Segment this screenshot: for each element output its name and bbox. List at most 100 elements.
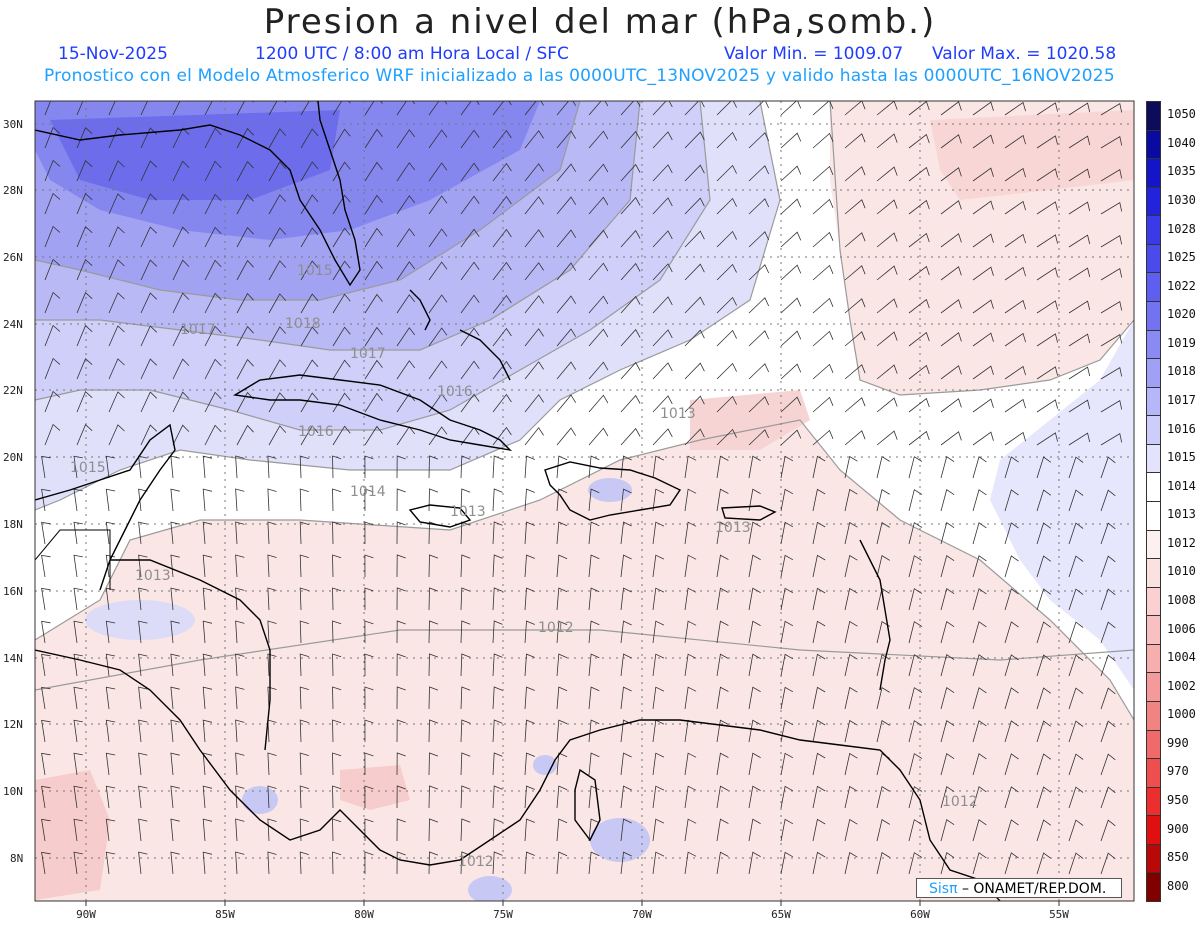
wind-barb [620, 620, 632, 644]
wind-barb [556, 427, 577, 446]
wind-barb [1100, 852, 1116, 875]
contour-label: 1012 [942, 794, 978, 810]
wind-barb [780, 101, 802, 116]
wind-barb [748, 521, 761, 545]
wind-barb [1036, 852, 1052, 875]
wind-barb [460, 521, 471, 545]
wind-barb [812, 851, 826, 875]
wind-barb [492, 294, 512, 314]
wind-barb [236, 358, 254, 380]
wind-barb [235, 587, 245, 611]
wind-barb [1004, 200, 1026, 215]
wind-barb [202, 620, 213, 644]
contour-label: 1018 [285, 316, 321, 332]
wind-barb [172, 127, 190, 149]
wind-barb [1100, 267, 1123, 281]
wind-barb [364, 425, 383, 446]
wind-barb [556, 785, 568, 809]
wind-barb [620, 196, 641, 215]
wind-barb [780, 587, 794, 611]
wind-barb [428, 851, 439, 875]
wind-barb [172, 424, 190, 446]
wind-barb [364, 653, 374, 677]
wind-barb [812, 752, 826, 776]
wind-barb [204, 391, 222, 413]
wind-barb [172, 391, 190, 413]
wind-barb [1100, 522, 1116, 545]
wind-barb [812, 488, 826, 512]
contour-label: 1016 [298, 424, 334, 440]
wind-barb [73, 554, 83, 578]
colorbar-label: 1008 [1167, 593, 1196, 607]
wind-barb [1036, 621, 1052, 644]
wind-barb [492, 554, 503, 578]
colorbar-swatch [1146, 472, 1161, 502]
wind-barb [396, 653, 406, 677]
wind-barb [940, 786, 955, 809]
wind-barb [396, 455, 406, 479]
wind-barb [844, 199, 866, 215]
wind-barb [940, 522, 955, 545]
wind-barb [396, 393, 416, 413]
wind-barb [1068, 234, 1091, 248]
wind-barb [652, 818, 665, 842]
colorbar-label: 1002 [1167, 678, 1196, 693]
wind-barb [267, 785, 277, 809]
wind-barb [940, 167, 962, 182]
wind-barb [1004, 299, 1026, 314]
wind-barb [492, 851, 503, 875]
wind-barb [620, 262, 641, 281]
wind-barb [1068, 300, 1091, 314]
wind-barb [76, 127, 93, 149]
wind-barb [876, 166, 898, 182]
wind-barb [620, 427, 641, 446]
wind-barb [170, 587, 180, 611]
wind-barb [460, 818, 471, 842]
wind-barb [748, 818, 761, 842]
wind-barb [1100, 819, 1116, 842]
wind-barb [460, 129, 480, 149]
wind-barb [236, 424, 254, 446]
wind-barb [204, 101, 222, 116]
wind-barb [588, 101, 609, 116]
wind-barb [908, 654, 923, 677]
colorbar-label: 1010 [1167, 564, 1196, 579]
wind-barb [524, 427, 544, 446]
wind-barb [876, 521, 890, 545]
wind-barb [588, 818, 600, 842]
wind-barb [41, 554, 51, 578]
wind-barb [940, 398, 962, 413]
wind-barb [428, 488, 439, 512]
wind-barb [396, 101, 416, 116]
wind-barb [524, 196, 544, 215]
wind-barb [428, 129, 448, 149]
lon-label: 85W [215, 908, 235, 921]
model-note: Pronostico con el Modelo Atmosferico WRF… [44, 66, 1115, 86]
wind-barb [140, 259, 158, 281]
wind-barb [684, 752, 697, 776]
wind-barb [524, 620, 535, 644]
lon-label: 55W [1049, 908, 1069, 921]
wind-barb [1004, 456, 1019, 479]
wind-barb [652, 488, 665, 512]
wind-barb [364, 455, 374, 479]
wind-barb [812, 587, 826, 611]
colorbar-swatch [1146, 186, 1161, 217]
wind-barb [1004, 654, 1019, 677]
wind-barb [332, 293, 351, 314]
wind-barb [588, 686, 600, 710]
wind-barb [844, 298, 866, 314]
wind-barb [396, 129, 416, 149]
wind-barb [876, 298, 898, 314]
wind-barb [876, 265, 898, 281]
wind-barb [588, 196, 609, 215]
wind-barb [716, 428, 737, 446]
wind-barb [170, 554, 180, 578]
wind-barb [236, 101, 254, 116]
wind-barb [428, 393, 448, 413]
wind-barb [1004, 266, 1026, 281]
wind-barb [716, 131, 737, 149]
wind-barb [268, 101, 287, 116]
wind-barb [844, 166, 866, 182]
wind-barb [940, 852, 955, 875]
